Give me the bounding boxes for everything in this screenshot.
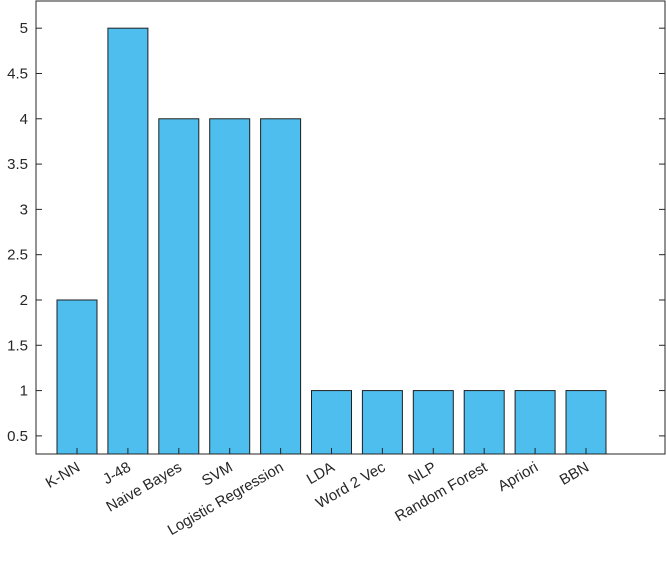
x-tick-label: SVM	[199, 459, 236, 490]
y-tick-label: 3.5	[7, 156, 28, 173]
bar	[361, 390, 403, 455]
x-tick-label: K-NN	[43, 459, 83, 492]
x-tick-label: LDA	[304, 459, 338, 488]
y-tick-label: 5	[20, 20, 28, 37]
bar	[565, 390, 607, 455]
bar	[56, 299, 98, 455]
bar	[209, 118, 251, 455]
y-tick-label: 1.5	[7, 337, 28, 354]
y-tick-label: 0.5	[7, 428, 28, 445]
y-tick-label: 4.5	[7, 65, 28, 82]
x-tick-label: NLP	[406, 459, 440, 488]
bar	[260, 118, 302, 455]
bar	[514, 390, 556, 455]
x-tick-label: Apriori	[495, 459, 541, 495]
x-tick-label: Random Forest	[392, 458, 491, 525]
axes-box	[35, 0, 666, 455]
x-tick-label: BBN	[557, 459, 592, 489]
y-tick-label: 3	[20, 201, 28, 218]
bar	[158, 118, 200, 455]
y-tick-label: 4	[20, 111, 28, 128]
bar	[311, 390, 352, 455]
bar	[107, 27, 149, 455]
bar	[412, 390, 454, 455]
y-tick-label: 2	[20, 292, 28, 309]
y-tick-label: 2.5	[7, 247, 28, 264]
y-tick-label: 1	[20, 383, 28, 400]
x-tick-label: J-48	[100, 459, 134, 488]
bar	[463, 390, 505, 455]
